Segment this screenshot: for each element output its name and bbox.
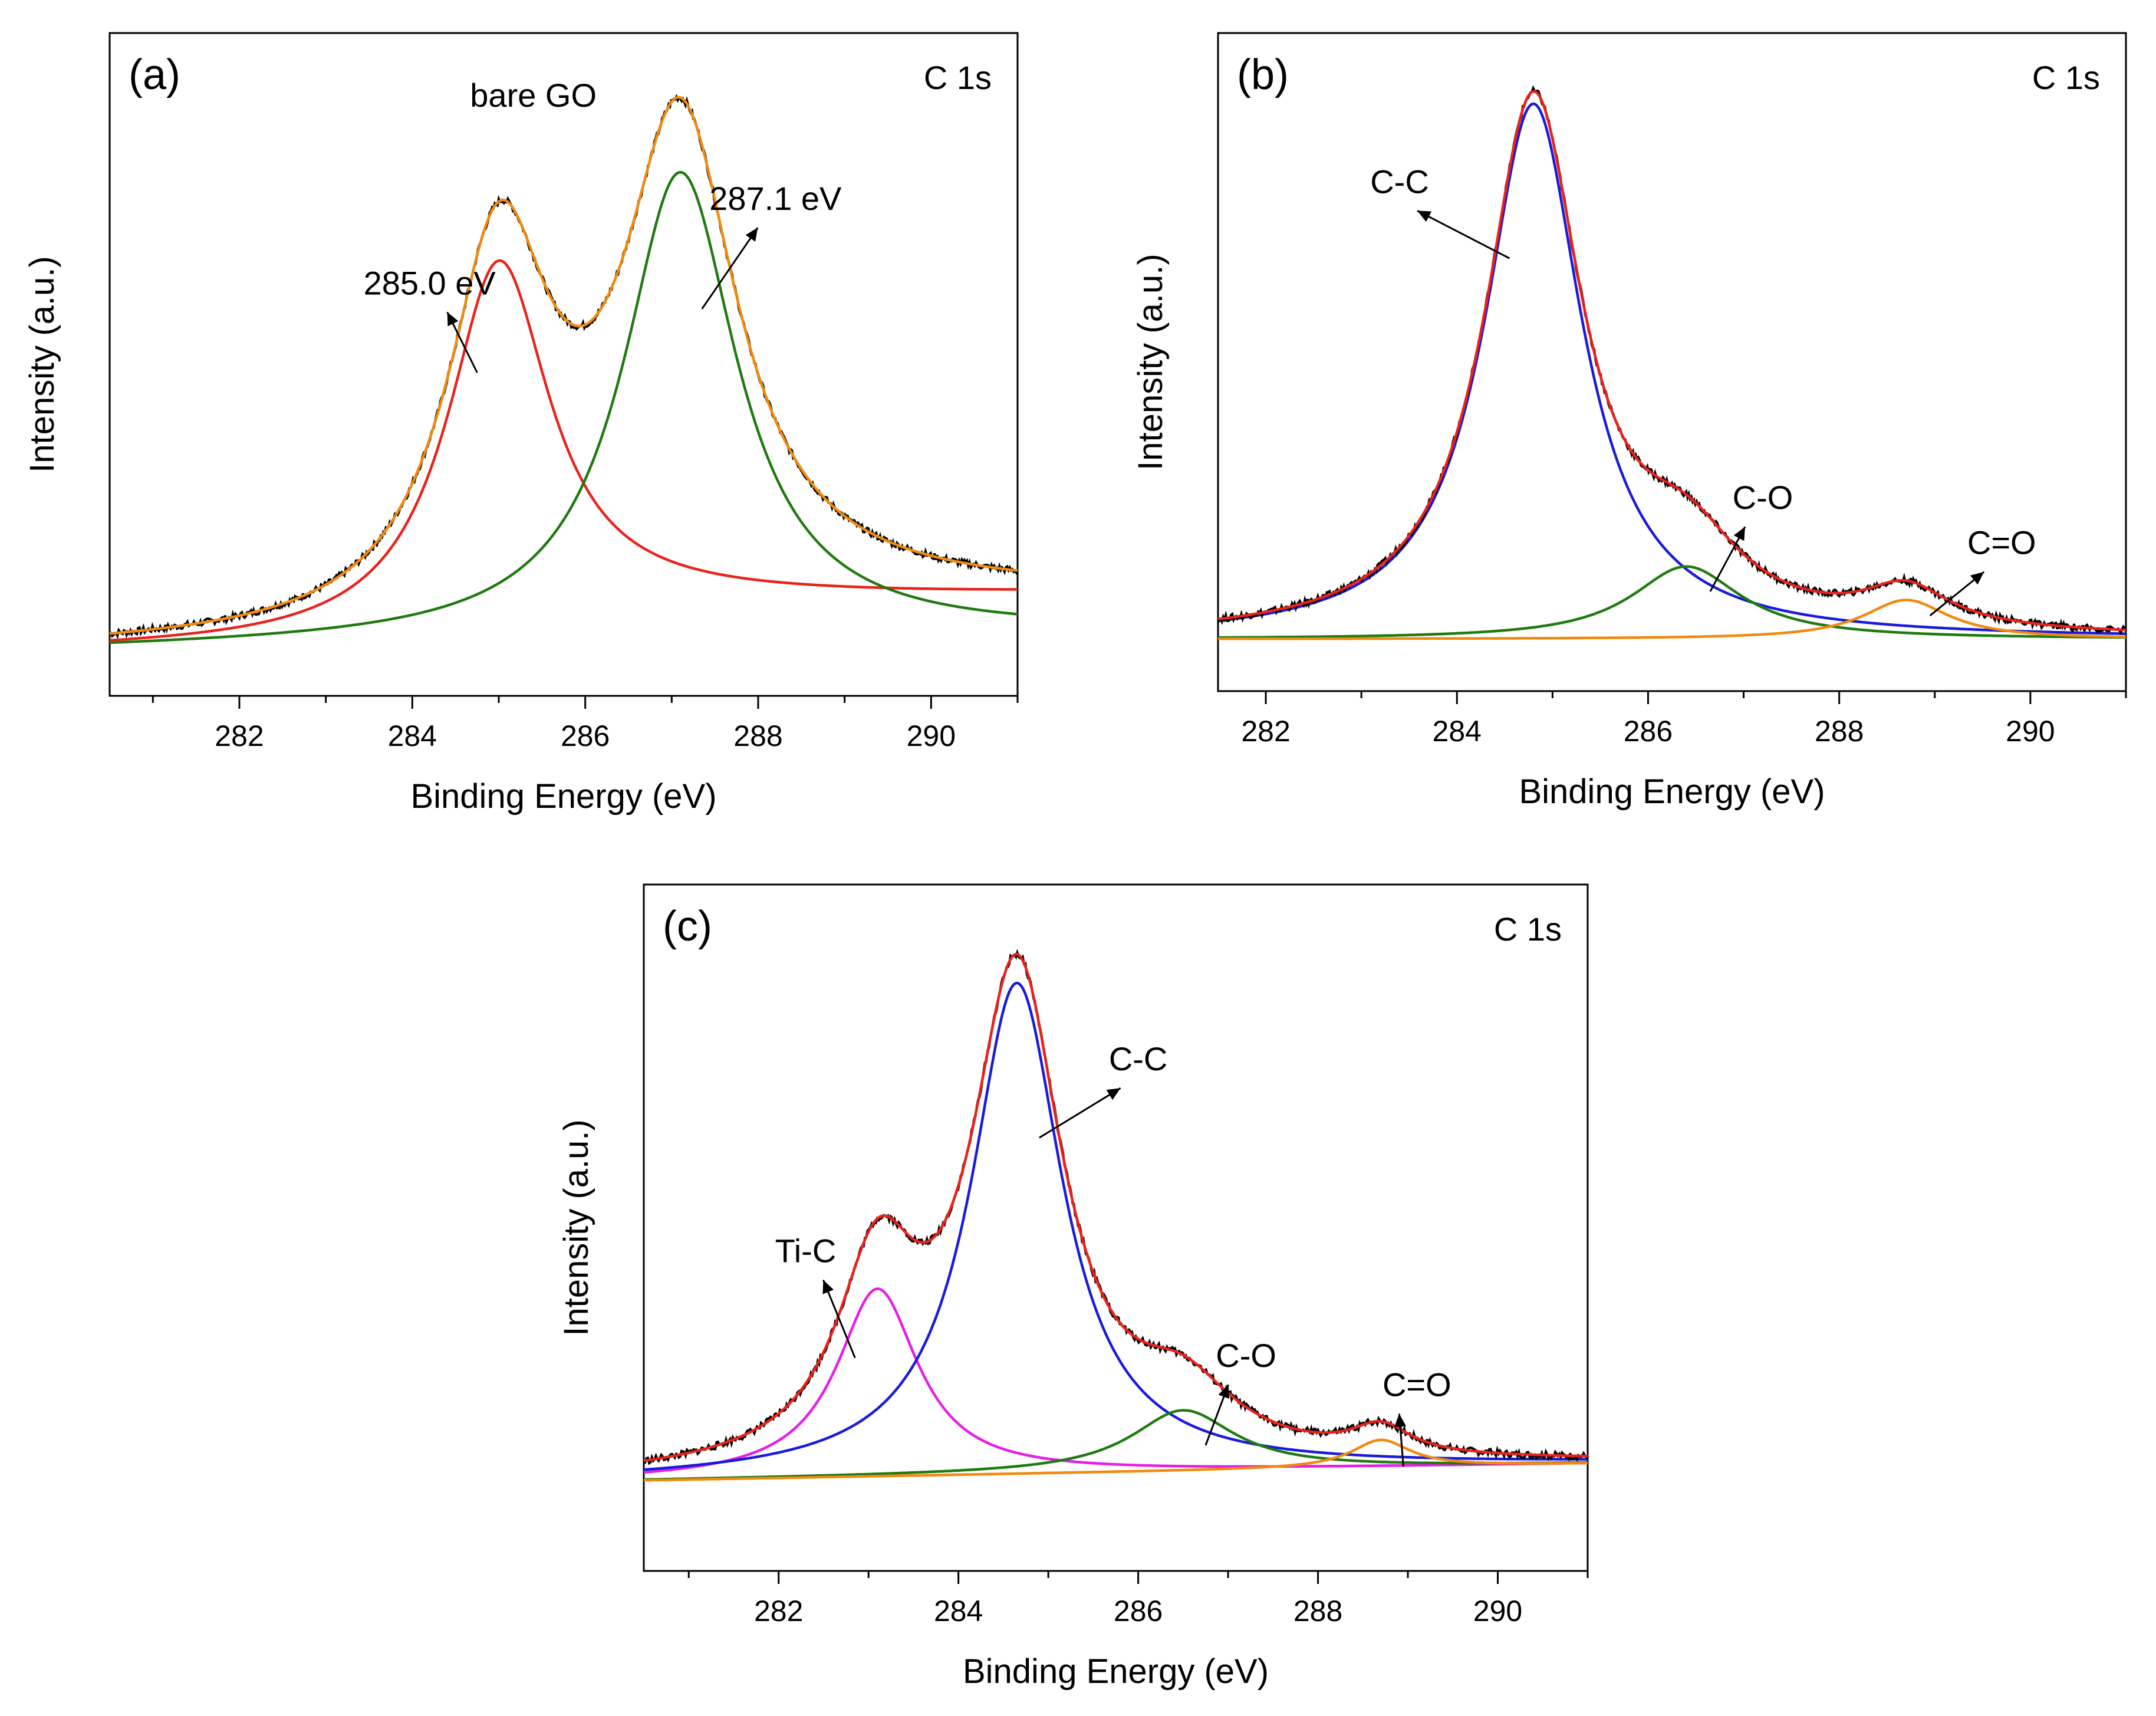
core-level-label: C 1s	[1494, 910, 1562, 948]
x-tick-label: 288	[1815, 715, 1864, 748]
x-axis-title: Binding Energy (eV)	[1519, 772, 1825, 811]
component-curve-ti-c	[643, 1287, 1588, 1474]
annotation-arrowhead	[745, 228, 758, 242]
peak-annotation-label: C-C	[1109, 1040, 1168, 1077]
x-axis-title: Binding Energy (eV)	[410, 777, 716, 816]
envelope-fit-curve	[109, 96, 1018, 635]
core-level-label: C 1s	[924, 59, 992, 96]
peak-annotation-label: 285.0 eV	[364, 264, 496, 301]
peak-annotation-label: C-C	[1370, 163, 1429, 200]
annotation-arrowhead	[1970, 571, 1984, 585]
y-axis-title: Intensity (a.u.)	[1131, 254, 1170, 470]
y-axis-title: Intensity (a.u.)	[557, 1119, 595, 1336]
x-tick-label: 282	[215, 719, 264, 752]
x-tick-label: 284	[934, 1595, 983, 1628]
envelope-fit-curve	[643, 952, 1588, 1462]
x-tick-label: 284	[1433, 715, 1482, 748]
x-tick-label: 288	[733, 719, 782, 752]
peak-annotation-label: C=O	[1383, 1366, 1451, 1403]
y-axis-title: Intensity (a.u.)	[23, 256, 61, 472]
peak-annotation-label: 287.1 eV	[709, 180, 842, 217]
panel-label: (a)	[129, 51, 180, 98]
annotation-arrow	[1417, 209, 1510, 259]
annotation-arrowhead	[1394, 1413, 1407, 1428]
x-tick-label: 288	[1293, 1595, 1342, 1628]
peak-annotation-label: C-O	[1733, 479, 1793, 516]
panel-label: (c)	[663, 903, 712, 950]
annotation-arrowhead	[1218, 1385, 1230, 1399]
core-level-label: C 1s	[2032, 59, 2100, 96]
panel-c-chart: 282 284 286 288 290 Binding Energy (eV) Intens…	[557, 883, 1589, 1691]
peak-annotation-label: Ti-C	[775, 1232, 837, 1270]
annotation-arrow	[1039, 1087, 1121, 1139]
x-axis-title: Binding Energy (eV)	[963, 1652, 1269, 1691]
panel-b-chart: 282 284 286 288 290 Binding Energy (eV) Intens…	[1131, 32, 2127, 811]
plot-frame	[643, 883, 1589, 1572]
annotation-arrowhead	[1733, 527, 1745, 541]
plot-frame	[1217, 32, 2127, 692]
component-curve-285-0-ev	[109, 259, 1018, 642]
x-tick-label: 286	[561, 719, 610, 752]
component-curve-287-1-ev	[109, 170, 1018, 645]
x-tick-label: 290	[1473, 1595, 1522, 1628]
peak-annotation-label: C-O	[1216, 1337, 1276, 1374]
component-curve-c-o	[1218, 565, 2127, 639]
peak-annotation-label: C=O	[1967, 524, 2036, 561]
component-curve-c-o	[1218, 599, 2127, 640]
raw-data-curve	[109, 94, 1019, 640]
panel-label: (b)	[1237, 51, 1289, 98]
envelope-fit-curve	[1217, 90, 2127, 632]
annotation-arrowhead	[447, 312, 459, 327]
x-tick-label: 286	[1624, 715, 1673, 748]
x-tick-label: 290	[907, 719, 956, 752]
x-tick-label: 282	[1241, 715, 1290, 748]
annotation-arrowhead	[1417, 211, 1432, 222]
annotation-arrowhead	[822, 1280, 834, 1294]
x-tick-label: 284	[388, 719, 437, 752]
panel-a-chart: 282 284 286 288 290 Binding Energy (eV) Intens…	[23, 32, 1019, 816]
component-curve-c-o	[643, 1438, 1588, 1482]
plot-frame	[108, 32, 1019, 697]
annotation-arrow	[701, 227, 759, 310]
annotation-arrowhead	[1106, 1088, 1121, 1100]
annotation-arrow	[822, 1280, 856, 1359]
component-curve-c-o	[643, 1409, 1588, 1481]
x-tick-label: 290	[2006, 715, 2055, 748]
x-tick-label: 282	[754, 1595, 803, 1628]
sample-label: bare GO	[470, 77, 597, 114]
x-tick-label: 286	[1114, 1595, 1163, 1628]
